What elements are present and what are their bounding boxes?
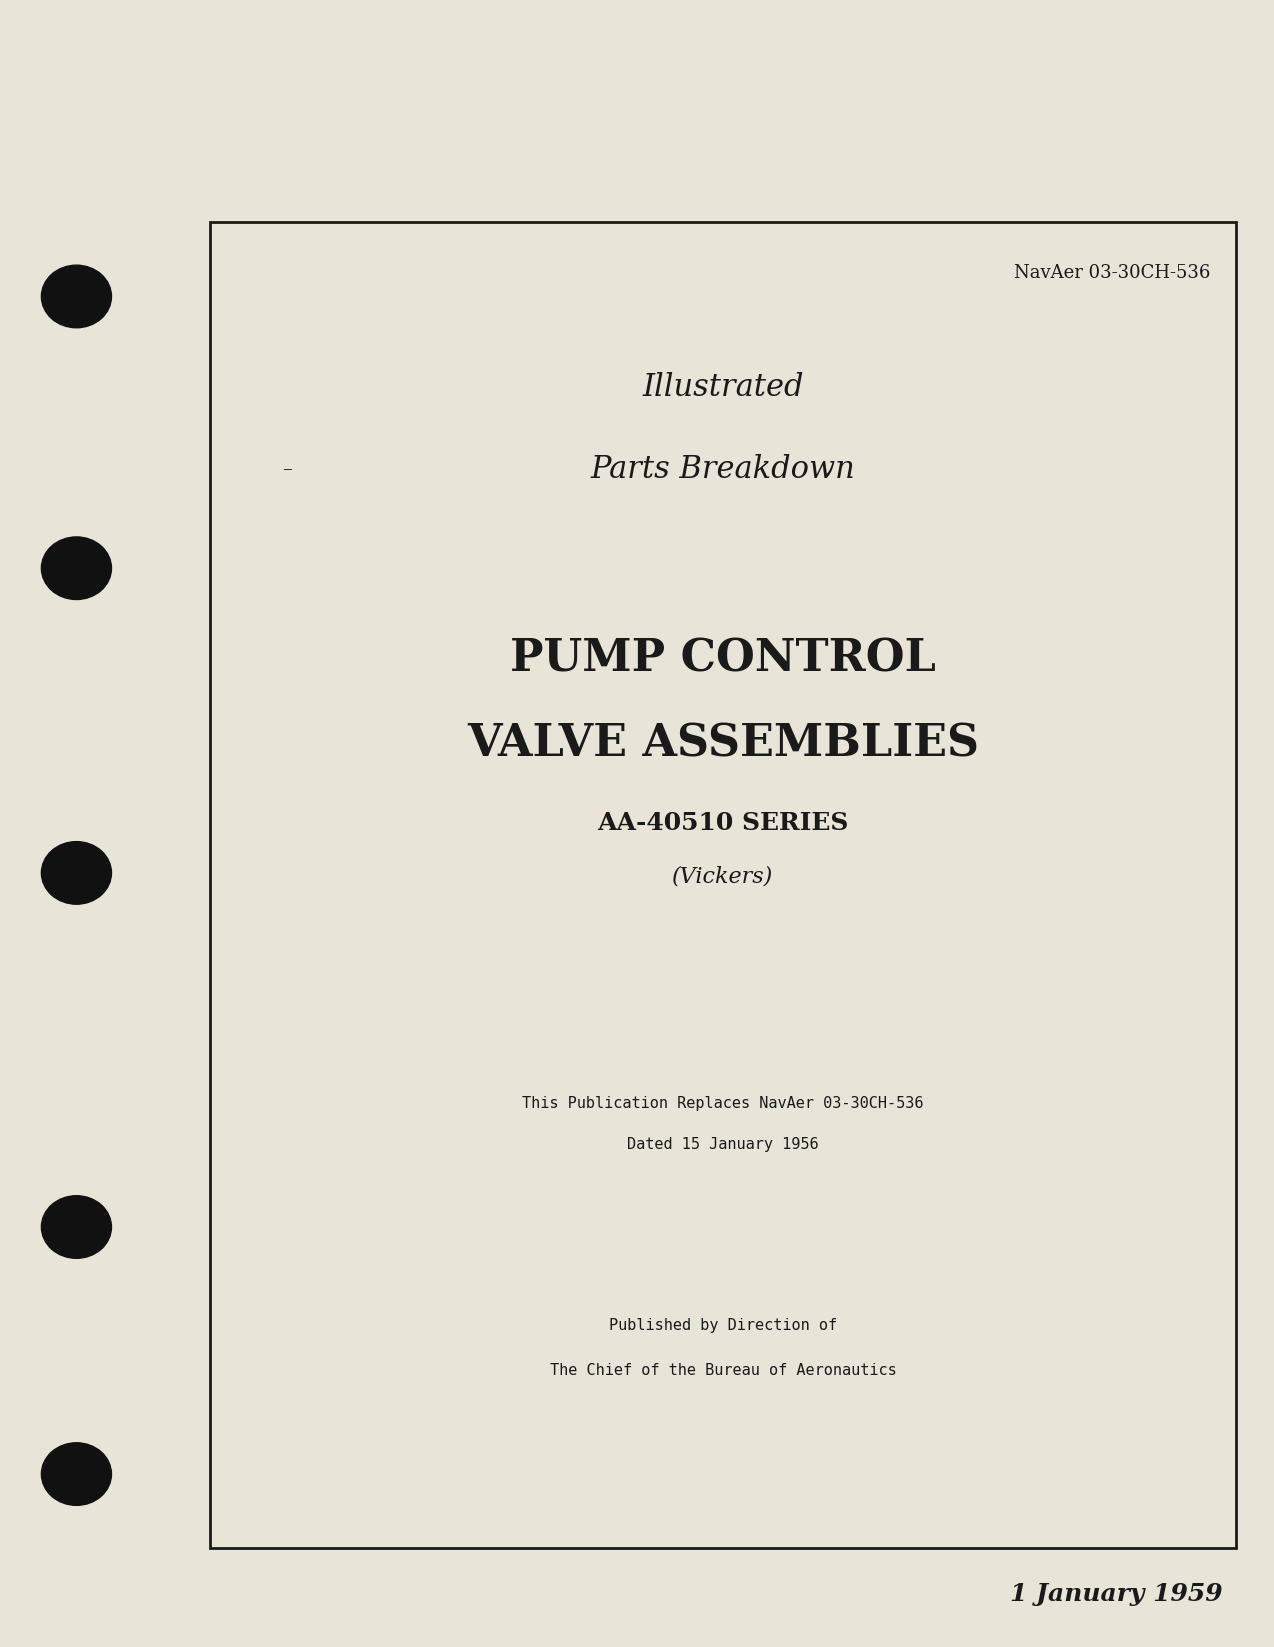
Text: VALVE ASSEMBLIES: VALVE ASSEMBLIES xyxy=(468,723,978,766)
Text: This Publication Replaces NavAer 03-30CH-536: This Publication Replaces NavAer 03-30CH… xyxy=(522,1095,924,1112)
Text: 1 January 1959: 1 January 1959 xyxy=(1010,1581,1223,1606)
Text: Dated 15 January 1956: Dated 15 January 1956 xyxy=(627,1136,819,1153)
Ellipse shape xyxy=(41,537,112,600)
Bar xyxy=(210,222,1236,1548)
Text: PUMP CONTROL: PUMP CONTROL xyxy=(510,637,936,680)
Text: NavAer 03-30CH-536: NavAer 03-30CH-536 xyxy=(1014,264,1210,282)
Ellipse shape xyxy=(41,265,112,328)
Ellipse shape xyxy=(41,1443,112,1505)
Ellipse shape xyxy=(41,1196,112,1258)
Text: (Vickers): (Vickers) xyxy=(673,865,773,888)
Text: Illustrated: Illustrated xyxy=(642,372,804,402)
Text: –: – xyxy=(282,461,292,478)
Text: AA-40510 SERIES: AA-40510 SERIES xyxy=(598,812,848,835)
Ellipse shape xyxy=(41,842,112,904)
Text: Parts Breakdown: Parts Breakdown xyxy=(591,455,855,484)
Text: Published by Direction of: Published by Direction of xyxy=(609,1318,837,1334)
Text: The Chief of the Bureau of Aeronautics: The Chief of the Bureau of Aeronautics xyxy=(549,1362,897,1379)
